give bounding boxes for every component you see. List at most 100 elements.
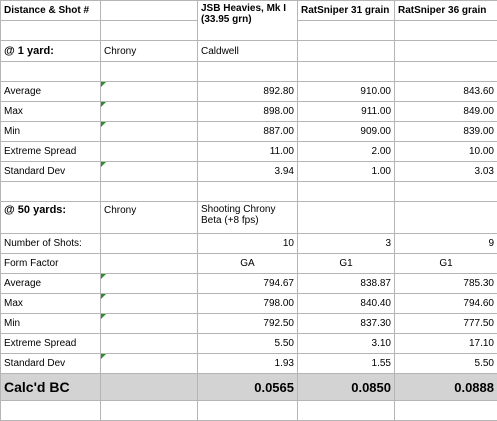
header-rs31-cell[interactable]: RatSniper 31 grain bbox=[298, 1, 395, 21]
rs31-value-cell[interactable]: 2.00 bbox=[298, 142, 395, 162]
jsb-value-cell[interactable]: GA bbox=[198, 254, 298, 274]
empty-cell[interactable] bbox=[101, 334, 198, 354]
stat-label-cell[interactable]: Form Factor bbox=[1, 254, 101, 274]
rs36-value-cell[interactable]: 17.10 bbox=[395, 334, 497, 354]
empty-cell[interactable] bbox=[101, 234, 198, 254]
rs36-value-cell[interactable]: 9 bbox=[395, 234, 497, 254]
empty-cell[interactable] bbox=[198, 182, 298, 202]
rs31-value-cell[interactable]: 909.00 bbox=[298, 122, 395, 142]
empty-cell[interactable] bbox=[1, 401, 101, 421]
rs31-value-cell[interactable]: 838.87 bbox=[298, 274, 395, 294]
rs36-value-cell[interactable]: 849.00 bbox=[395, 102, 497, 122]
empty-cell[interactable] bbox=[101, 142, 198, 162]
empty-cell[interactable] bbox=[101, 182, 198, 202]
stat-label-cell[interactable]: Standard Dev bbox=[1, 354, 101, 374]
empty-cell[interactable] bbox=[1, 21, 101, 41]
jsb-value-cell[interactable]: 5.50 bbox=[198, 334, 298, 354]
empty-cell[interactable] bbox=[101, 21, 198, 41]
one-yard-title-cell[interactable]: @ 1 yard: bbox=[1, 41, 101, 62]
stat-label-cell[interactable]: Max bbox=[1, 102, 101, 122]
rs31-value-cell[interactable]: 910.00 bbox=[298, 82, 395, 102]
stat-label-cell[interactable]: Average bbox=[1, 274, 101, 294]
one-yard-device-cell[interactable]: Chrony bbox=[101, 41, 198, 62]
empty-cell[interactable] bbox=[101, 354, 198, 374]
rs31-value-cell[interactable]: G1 bbox=[298, 254, 395, 274]
stat-label-cell[interactable]: Standard Dev bbox=[1, 162, 101, 182]
stat-label-cell[interactable]: Max bbox=[1, 294, 101, 314]
jsb-value-cell[interactable]: 1.93 bbox=[198, 354, 298, 374]
jsb-bc-cell[interactable]: 0.0565 bbox=[198, 374, 298, 401]
rs31-value-cell[interactable]: 911.00 bbox=[298, 102, 395, 122]
empty-cell[interactable] bbox=[198, 62, 298, 82]
rs36-value-cell[interactable]: 10.00 bbox=[395, 142, 497, 162]
header-distance-cell[interactable]: Distance & Shot # bbox=[1, 1, 101, 21]
rs31-value-cell[interactable]: 1.55 bbox=[298, 354, 395, 374]
empty-cell[interactable] bbox=[395, 401, 497, 421]
empty-cell[interactable] bbox=[395, 202, 497, 234]
jsb-value-cell[interactable]: 792.50 bbox=[198, 314, 298, 334]
empty-cell[interactable] bbox=[395, 182, 497, 202]
calc-bc-label-cell[interactable]: Calc'd BC bbox=[1, 374, 101, 401]
stat-label-cell[interactable]: Min bbox=[1, 314, 101, 334]
rs31-value-cell[interactable]: 3.10 bbox=[298, 334, 395, 354]
empty-cell[interactable] bbox=[101, 401, 198, 421]
jsb-value-cell[interactable]: 892.80 bbox=[198, 82, 298, 102]
jsb-value-cell[interactable]: 11.00 bbox=[198, 142, 298, 162]
empty-cell[interactable] bbox=[101, 102, 198, 122]
fifty-yard-device-cell[interactable]: Chrony bbox=[101, 202, 198, 234]
empty-cell[interactable] bbox=[298, 401, 395, 421]
empty-cell[interactable] bbox=[298, 62, 395, 82]
rs36-value-cell[interactable]: 843.60 bbox=[395, 82, 497, 102]
empty-cell[interactable] bbox=[101, 274, 198, 294]
empty-cell[interactable] bbox=[395, 41, 497, 62]
empty-cell[interactable] bbox=[1, 182, 101, 202]
empty-cell[interactable] bbox=[298, 202, 395, 234]
comment-flag-icon bbox=[101, 162, 106, 167]
rs36-value-cell[interactable]: 794.60 bbox=[395, 294, 497, 314]
rs36-value-cell[interactable]: 777.50 bbox=[395, 314, 497, 334]
fifty-yard-device-detail-cell[interactable]: Shooting Chrony Beta (+8 fps) bbox=[198, 202, 298, 234]
stat-label-cell[interactable]: Min bbox=[1, 122, 101, 142]
rs36-bc-cell[interactable]: 0.0888 bbox=[395, 374, 497, 401]
rs31-value-cell[interactable]: 840.40 bbox=[298, 294, 395, 314]
one-yard-device-detail-cell[interactable]: Caldwell bbox=[198, 41, 298, 62]
empty-cell[interactable] bbox=[101, 254, 198, 274]
rs36-value-cell[interactable]: 3.03 bbox=[395, 162, 497, 182]
stat-label-cell[interactable]: Extreme Spread bbox=[1, 142, 101, 162]
rs36-value-cell[interactable]: 785.30 bbox=[395, 274, 497, 294]
empty-cell[interactable] bbox=[198, 401, 298, 421]
jsb-value-cell[interactable]: 898.00 bbox=[198, 102, 298, 122]
rs36-value-cell[interactable]: G1 bbox=[395, 254, 497, 274]
jsb-value-cell[interactable]: 887.00 bbox=[198, 122, 298, 142]
header-rs36-cell[interactable]: RatSniper 36 grain bbox=[395, 1, 497, 21]
rs31-value-cell[interactable]: 837.30 bbox=[298, 314, 395, 334]
fifty-yard-title-cell[interactable]: @ 50 yards: bbox=[1, 202, 101, 234]
rs36-value-cell[interactable]: 5.50 bbox=[395, 354, 497, 374]
jsb-value-cell[interactable]: 10 bbox=[198, 234, 298, 254]
empty-cell[interactable] bbox=[298, 41, 395, 62]
jsb-value-cell[interactable]: 3.94 bbox=[198, 162, 298, 182]
empty-cell[interactable] bbox=[395, 62, 497, 82]
jsb-value-cell[interactable]: 794.67 bbox=[198, 274, 298, 294]
empty-cell[interactable] bbox=[101, 374, 198, 401]
rs31-value-cell[interactable]: 1.00 bbox=[298, 162, 395, 182]
empty-cell[interactable] bbox=[101, 162, 198, 182]
empty-cell[interactable] bbox=[101, 314, 198, 334]
empty-cell[interactable] bbox=[101, 62, 198, 82]
rs31-value-cell[interactable]: 3 bbox=[298, 234, 395, 254]
stat-label-cell[interactable]: Extreme Spread bbox=[1, 334, 101, 354]
empty-cell[interactable] bbox=[298, 21, 395, 41]
empty-cell[interactable] bbox=[101, 294, 198, 314]
rs31-bc-cell[interactable]: 0.0850 bbox=[298, 374, 395, 401]
jsb-value-cell[interactable]: 798.00 bbox=[198, 294, 298, 314]
stat-label-cell[interactable]: Average bbox=[1, 82, 101, 102]
rs36-value-cell[interactable]: 839.00 bbox=[395, 122, 497, 142]
empty-cell[interactable] bbox=[395, 21, 497, 41]
empty-cell[interactable] bbox=[1, 62, 101, 82]
header-blank-cell[interactable] bbox=[101, 1, 198, 21]
stat-label-cell[interactable]: Number of Shots: bbox=[1, 234, 101, 254]
header-jsb-cell[interactable]: JSB Heavies, Mk I (33.95 grn) bbox=[198, 1, 298, 41]
empty-cell[interactable] bbox=[101, 82, 198, 102]
empty-cell[interactable] bbox=[298, 182, 395, 202]
empty-cell[interactable] bbox=[101, 122, 198, 142]
